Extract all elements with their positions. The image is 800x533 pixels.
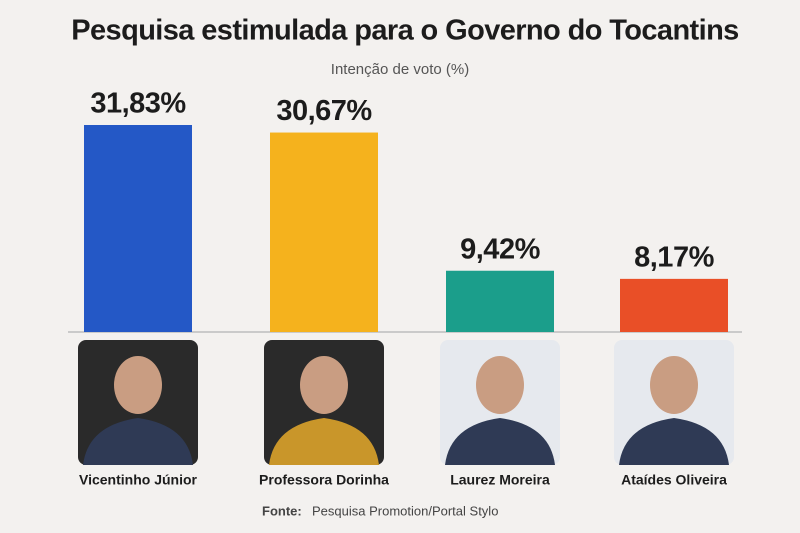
value-label: 9,42%	[460, 233, 540, 265]
chart-title: Pesquisa estimulada para o Governo do To…	[71, 15, 738, 47]
bar	[84, 125, 192, 332]
photo-head	[476, 356, 524, 414]
photo-body	[619, 418, 729, 465]
photo-body	[445, 418, 555, 465]
source-text: Pesquisa Promotion/Portal Stylo	[312, 503, 498, 518]
candidate-name: Laurez Moreira	[450, 472, 550, 488]
photo-head	[650, 356, 698, 414]
photo-head	[300, 356, 348, 414]
value-label: 8,17%	[634, 242, 714, 274]
candidate-name: Vicentinho Júnior	[79, 472, 198, 488]
source-label: Fonte:	[262, 503, 302, 518]
bar	[620, 278, 728, 332]
photo-head	[114, 356, 162, 414]
value-label: 30,67%	[276, 95, 372, 127]
candidate-name: Professora Dorinha	[259, 472, 389, 488]
candidate-name: Ataídes Oliveira	[621, 472, 727, 488]
value-label: 31,83%	[90, 88, 186, 120]
bar	[270, 132, 378, 332]
chart-subtitle: Intenção de voto (%)	[331, 61, 469, 78]
bar	[446, 270, 554, 332]
photo-body	[83, 418, 193, 465]
photo-body	[269, 418, 379, 465]
